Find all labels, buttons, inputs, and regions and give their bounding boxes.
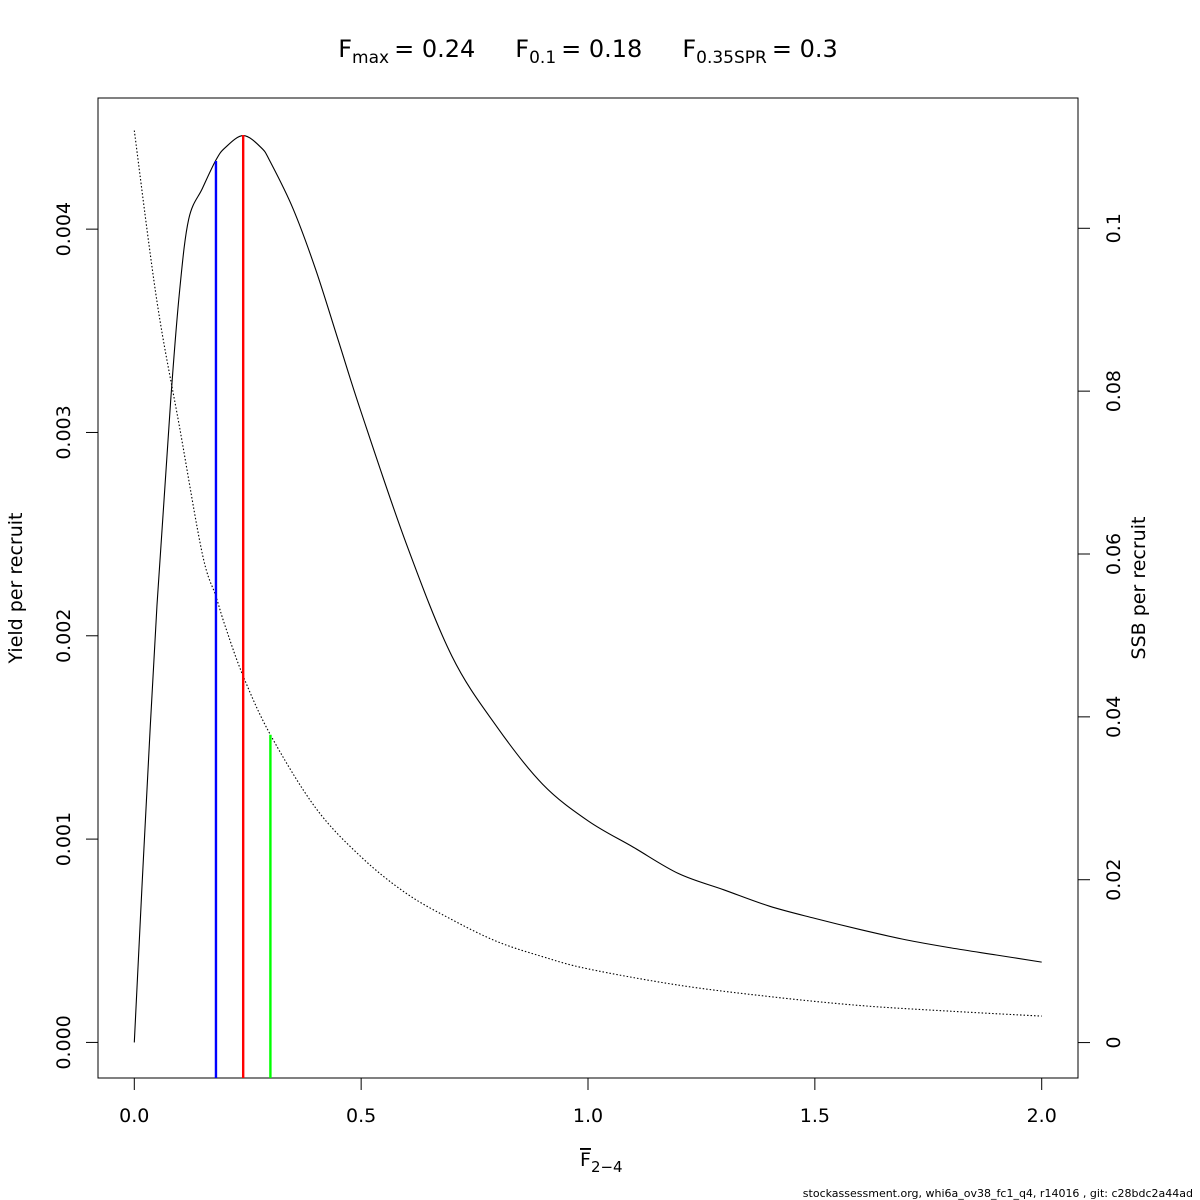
y-left-tick-label: 0.001 <box>53 812 75 866</box>
y-right-tick-label: 0.1 <box>1103 213 1125 243</box>
y-right-tick-label: 0.02 <box>1103 859 1125 901</box>
y-axis-left: 0.000 0.001 0.002 0.003 0.004 <box>53 202 98 1070</box>
title-part-2-subscript: 0.35SPR <box>696 48 767 68</box>
y-right-tick-label: 0.04 <box>1103 696 1125 738</box>
footer-text: stockassessment.org, whi6a_ov38_fc1_q4, … <box>803 1187 1193 1200</box>
y-axis-right-label: SSB per recruit <box>1128 517 1150 660</box>
x-tick-label: 0.5 <box>346 1105 376 1127</box>
plot-frame <box>97 97 1079 1079</box>
x-axis-label-sub: 2−4 <box>591 1158 623 1176</box>
title-part-2-symbol: F <box>682 35 696 63</box>
title-part-0-symbol: F <box>338 35 352 63</box>
chart-title: Fmax = 0.24 F0.1 = 0.18 F0.35SPR = 0.3 <box>338 35 838 68</box>
y-left-tick-label: 0.002 <box>53 609 75 663</box>
yield-per-recruit-line <box>133 135 1042 1043</box>
y-right-tick-label: 0.06 <box>1103 533 1125 575</box>
x-tick-label: 1.5 <box>800 1105 830 1127</box>
title-part-0-subscript: max <box>352 48 389 68</box>
y-right-tick-label: 0.08 <box>1103 370 1125 412</box>
title-part-0-value: = 0.24 <box>394 35 475 63</box>
x-tick-label: 0.0 <box>119 1105 149 1127</box>
y-left-tick-label: 0.000 <box>53 1015 75 1069</box>
y-axis-left-label: Yield per recruit <box>5 513 27 665</box>
reference-lines <box>214 135 272 1078</box>
y-axis-right: 0 0.02 0.04 0.06 0.08 0.1 <box>1078 213 1125 1049</box>
title-part-1-symbol: F <box>515 35 529 63</box>
y-right-tick-label: 0 <box>1103 1037 1125 1049</box>
title-part-1-subscript: 0.1 <box>529 48 556 68</box>
title-part-1-value: = 0.18 <box>561 35 642 63</box>
x-tick-label: 2.0 <box>1027 1105 1057 1127</box>
x-axis-label-main: F <box>580 1149 591 1171</box>
x-axis: 0.0 0.5 1.0 1.5 2.0 <box>119 1077 1057 1127</box>
y-left-tick-label: 0.004 <box>53 202 75 256</box>
series-layer <box>133 130 1042 1043</box>
title-part-2-value: = 0.3 <box>772 35 838 63</box>
ssb-per-recruit-line <box>133 130 1042 1017</box>
x-tick-label: 1.0 <box>573 1105 603 1127</box>
y-left-tick-label: 0.003 <box>53 405 75 459</box>
x-axis-label: F2−4 <box>580 1149 623 1176</box>
